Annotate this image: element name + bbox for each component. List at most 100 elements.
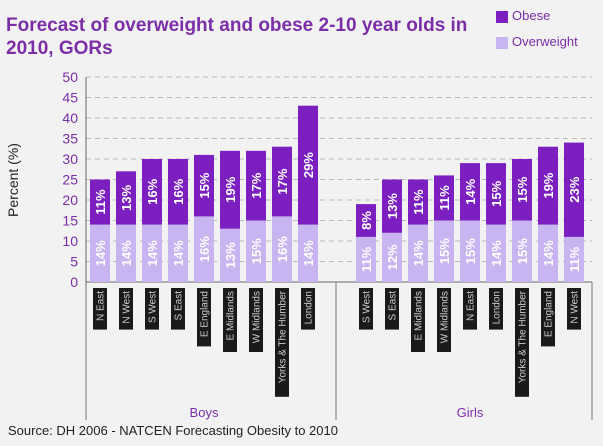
bar-label-overweight: 16% [275, 236, 290, 262]
category-label-box [301, 288, 315, 330]
legend-swatch-overweight [496, 37, 508, 49]
bar-obese [142, 159, 162, 225]
category-label-box [223, 288, 237, 352]
bar-label-overweight: 15% [249, 238, 264, 264]
legend-label-overweight: Overweight [512, 34, 578, 49]
bar-obese [356, 204, 376, 237]
category-label: London [492, 291, 503, 324]
bar-obese [246, 150, 266, 221]
bar-label-obese: 15% [515, 176, 530, 202]
y-tick-label: 35 [62, 131, 78, 147]
bar-label-obese: 19% [223, 176, 238, 202]
bar-overweight [538, 224, 558, 282]
bar-overweight [194, 216, 214, 282]
category-label: S East [174, 291, 185, 321]
bar-overweight [142, 224, 162, 282]
bar-label-overweight: 16% [197, 236, 212, 262]
bar-overweight [246, 220, 266, 282]
bar-overweight [220, 228, 240, 282]
y-tick-label: 15 [62, 213, 78, 229]
category-label-box [411, 288, 425, 352]
bar-overweight [168, 224, 188, 282]
bar-overweight [564, 236, 584, 282]
group-label: Girls [457, 405, 484, 420]
bar-label-overweight: 14% [145, 240, 160, 266]
bar-label-obese: 13% [385, 193, 400, 219]
y-tick-label: 50 [62, 69, 78, 85]
bar-label-obese: 11% [411, 189, 426, 215]
category-label-box [385, 288, 399, 330]
bar-obese [220, 150, 240, 229]
category-label: S East [388, 291, 399, 321]
category-label-box [541, 288, 555, 347]
bar-obese [382, 179, 402, 233]
category-label-box [463, 288, 477, 330]
chart-title: Forecast of overweight and obese 2-10 ye… [6, 15, 468, 59]
bar-obese [408, 179, 428, 225]
bar-label-obese: 11% [93, 189, 108, 215]
bar-obese [298, 105, 318, 225]
bar-label-overweight: 15% [515, 238, 530, 264]
y-tick-label: 40 [62, 110, 78, 126]
bar-label-obese: 19% [541, 172, 556, 198]
legend: Obese Overweight [492, 8, 600, 60]
bar-label-obese: 11% [437, 185, 452, 211]
category-label-box [359, 288, 373, 330]
bar-obese [538, 146, 558, 225]
y-tick-label: 5 [70, 254, 78, 270]
bar-overweight [356, 236, 376, 282]
bar-overweight [116, 224, 136, 282]
bar-label-overweight: 14% [171, 240, 186, 266]
bar-label-obese: 15% [489, 180, 504, 206]
bar-label-overweight: 14% [541, 240, 556, 266]
bar-obese [434, 175, 454, 221]
bar-label-overweight: 15% [463, 238, 478, 264]
bar-label-overweight: 14% [411, 240, 426, 266]
bar-label-overweight: 12% [385, 244, 400, 270]
legend-swatch-obese [496, 11, 508, 23]
category-label-box [171, 288, 185, 330]
bar-label-obese: 8% [359, 211, 374, 230]
category-label-box [515, 288, 529, 397]
category-label: Yorks & The Humber [518, 290, 529, 383]
bar-label-overweight: 11% [359, 246, 374, 272]
category-label: N East [96, 291, 107, 321]
category-label: Yorks & The Humber [278, 290, 289, 383]
bar-label-overweight: 14% [119, 240, 134, 266]
bar-label-obese: 14% [463, 178, 478, 204]
legend-item-obese: Obese [492, 8, 600, 34]
category-label: S West [148, 291, 159, 323]
bar-overweight [434, 220, 454, 282]
category-label: E England [544, 291, 555, 337]
bar-overweight [382, 232, 402, 282]
bar-overweight [486, 224, 506, 282]
bar-obese [512, 159, 532, 221]
bar-label-obese: 15% [197, 172, 212, 198]
bar-label-overweight: 14% [301, 240, 316, 266]
bar-overweight [512, 220, 532, 282]
y-axis-title: Percent (%) [5, 143, 21, 217]
bar-label-obese: 23% [567, 176, 582, 202]
bar-label-obese: 17% [275, 168, 290, 194]
category-label: London [304, 291, 315, 324]
y-tick-label: 10 [62, 233, 78, 249]
y-tick-label: 25 [62, 172, 78, 188]
category-label: S West [362, 291, 373, 323]
category-label: W Midlands [440, 291, 451, 343]
category-label-box [197, 288, 211, 347]
bar-obese [116, 171, 136, 225]
bar-label-obese: 16% [145, 178, 160, 204]
bar-label-obese: 17% [249, 172, 264, 198]
bar-label-overweight: 14% [489, 240, 504, 266]
category-label: E Midlands [226, 291, 237, 340]
category-label-box [437, 288, 451, 352]
bar-obese [168, 159, 188, 225]
bar-obese [90, 179, 110, 225]
category-label-box [567, 288, 581, 330]
category-label: N East [466, 291, 477, 321]
bar-overweight [90, 224, 110, 282]
category-label: W Midlands [252, 291, 263, 343]
y-tick-label: 45 [62, 90, 78, 106]
bar-obese [486, 163, 506, 225]
